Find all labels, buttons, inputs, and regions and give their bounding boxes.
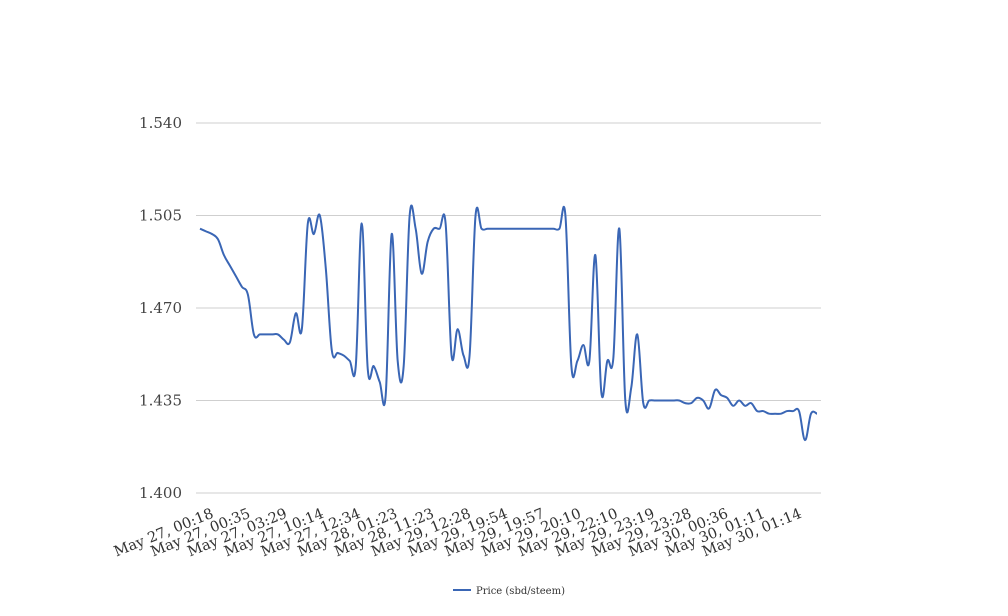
grid-lines bbox=[196, 122, 821, 494]
series-line bbox=[199, 204, 818, 442]
legend-label: Price (sbd/steem) bbox=[476, 586, 565, 597]
legend: Price (sbd/steem) bbox=[453, 586, 565, 597]
series-layer bbox=[199, 204, 818, 442]
y-tick-label: 1.400 bbox=[139, 484, 182, 502]
y-tick-label: 1.540 bbox=[139, 114, 182, 132]
y-tick-label: 1.435 bbox=[139, 392, 182, 410]
y-tick-label: 1.505 bbox=[139, 207, 182, 225]
y-tick-label: 1.470 bbox=[139, 299, 182, 317]
y-axis-ticks: 1.400 1.435 1.470 1.505 1.540 bbox=[139, 114, 182, 502]
